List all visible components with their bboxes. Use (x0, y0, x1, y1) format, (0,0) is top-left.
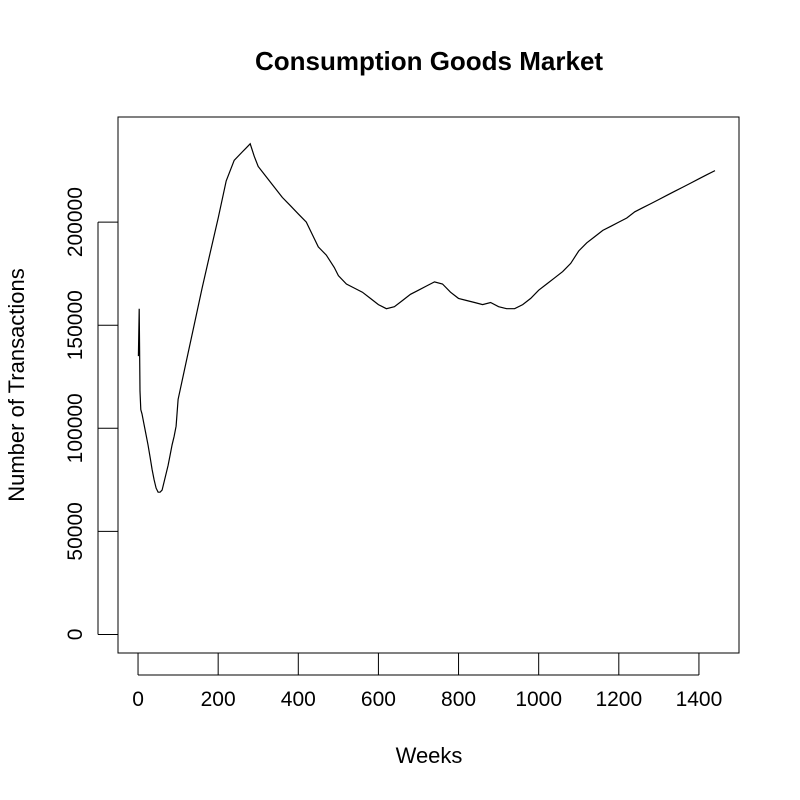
plot-frame (117, 116, 740, 654)
x-tick-label: 0 (132, 688, 144, 711)
x-tick-label: 800 (441, 688, 476, 711)
x-tick-label: 1400 (676, 688, 723, 711)
x-tick-label: 600 (361, 688, 396, 711)
y-tick-label: 200000 (64, 187, 87, 257)
x-tick-label: 200 (201, 688, 236, 711)
y-tick-label: 150000 (64, 290, 87, 360)
y-axis-label: Number of Transactions (4, 268, 29, 502)
axis-ticks: 0 200 400 600 800 1000 1200 1400 0 50000 100000 150… (64, 187, 722, 711)
data-series (137, 142, 716, 493)
x-tick-label: 1200 (595, 688, 642, 711)
y-tick-label: 100000 (64, 393, 87, 463)
y-tick-label: 50000 (64, 502, 87, 560)
x-axis-label: Weeks (396, 743, 463, 768)
y-tick-label: 0 (64, 629, 87, 641)
x-tick-label: 1000 (515, 688, 562, 711)
series-line (137, 142, 716, 493)
x-tick-label: 400 (281, 688, 316, 711)
chart-title: Consumption Goods Market (255, 46, 603, 76)
